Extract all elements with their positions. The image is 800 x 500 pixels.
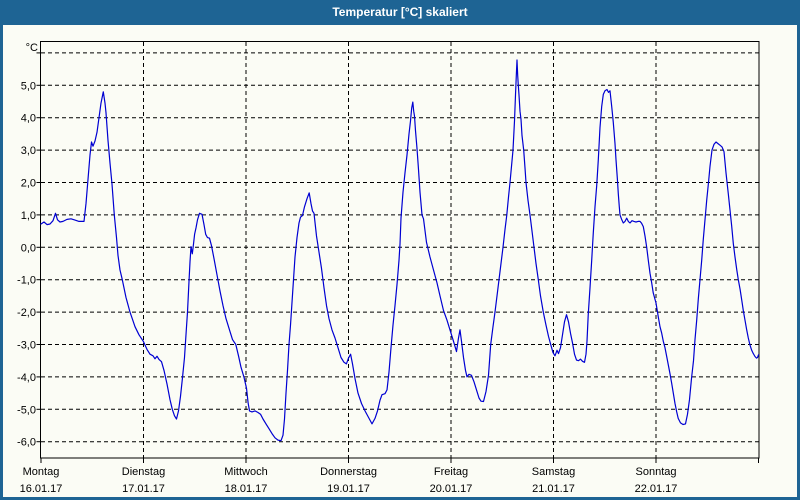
x-date-label: 18.01.17 [225,483,268,495]
x-date-label: 17.01.17 [122,483,165,495]
x-day-label: Sonntag [636,466,677,478]
y-tick-label: -2,0 [17,307,36,319]
y-tick-label: 4,0 [21,113,36,125]
x-day-label: Dienstag [122,466,165,478]
x-date-label: 22.01.17 [635,483,678,495]
y-axis-unit-label: °C [26,42,38,54]
x-date-label: 20.01.17 [430,483,473,495]
y-tick-label: 2,0 [21,178,36,190]
x-date-label: 21.01.17 [532,483,575,495]
y-tick-label: -1,0 [17,275,36,287]
x-day-label: Mittwoch [224,466,267,478]
x-date-label: 19.01.17 [327,483,370,495]
y-tick-label: -6,0 [17,437,36,449]
x-day-label: Montag [23,466,60,478]
window-title: Temperatur [°C] skaliert [332,5,468,19]
x-day-label: Freitag [434,466,468,478]
y-tick-label: 0,0 [21,242,36,254]
window-titlebar: Temperatur [°C] skaliert [3,0,797,25]
plot-frame [40,41,760,459]
temperature-line [40,59,760,442]
y-tick-label: -4,0 [17,372,36,384]
y-tick-label: 3,0 [21,145,36,157]
x-date-label: 16.01.17 [20,483,63,495]
y-tick-label: 1,0 [21,210,36,222]
y-tick-label: -3,0 [17,340,36,352]
y-tick-label: 5,0 [21,80,36,92]
y-tick-label: -5,0 [17,404,36,416]
x-day-label: Samstag [532,466,575,478]
x-day-label: Donnerstag [320,466,377,478]
